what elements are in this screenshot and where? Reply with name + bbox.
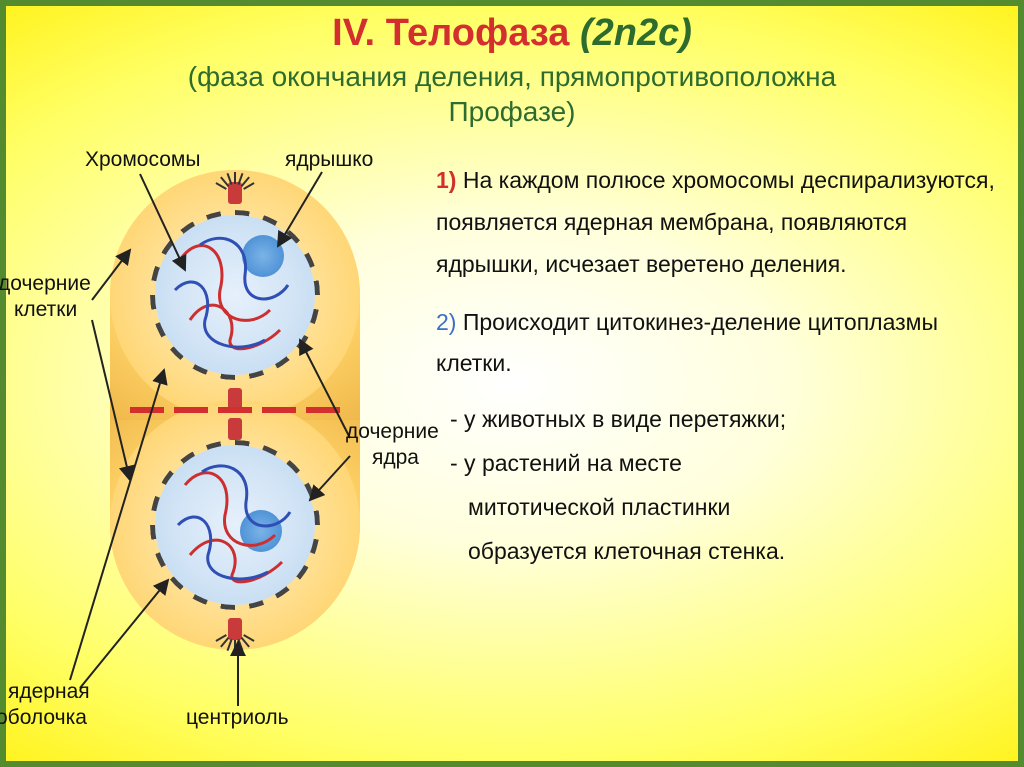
pointer-lines [0, 160, 430, 760]
point-2-text: Происходит цитокинез-деление цитоплазмы … [436, 309, 938, 377]
sub-3: митотической пластинки [436, 489, 1002, 527]
sub-2: - у растений на месте [436, 445, 1002, 483]
diagram-panel: Хромосомы ядрышко дочерние клетки дочерн… [0, 160, 430, 767]
sub-4: образуется клеточная стенка. [436, 533, 1002, 571]
sub-1: - у животных в виде перетяжки; [436, 401, 1002, 439]
point-1: 1) На каждом полюсе хромосомы деспирализ… [436, 160, 1002, 286]
label-nuclear-env-2: оболочка [0, 706, 87, 730]
label-daughter-nuclei-1: дочерние [346, 420, 439, 444]
title-roman: IV. [332, 12, 375, 54]
text-panel: 1) На каждом полюсе хромосомы деспирализ… [430, 160, 1024, 767]
title-formula: (2n2c) [580, 12, 692, 54]
point-1-num: 1) [436, 167, 456, 193]
label-nucleolus: ядрышко [285, 148, 373, 172]
point-2: 2) Происходит цитокинез-деление цитоплаз… [436, 302, 1002, 386]
title-name: Телофаза [386, 12, 570, 54]
subtitle: (фаза окончания деления, прямопротивопол… [0, 59, 1024, 129]
label-nuclear-env-1: ядерная [8, 680, 90, 704]
subtitle-line1: (фаза окончания деления, прямопротивопол… [0, 59, 1024, 94]
page-title: IV. Телофаза (2n2c) [0, 12, 1024, 55]
label-daughter-cells-1: дочерние [0, 272, 91, 296]
point-1-text: На каждом полюсе хромосомы деспирализуют… [436, 167, 995, 277]
label-daughter-cells-2: клетки [14, 298, 77, 322]
label-centriole: центриоль [186, 706, 289, 730]
subtitle-line2: Профазе) [0, 94, 1024, 129]
point-2-num: 2) [436, 309, 456, 335]
label-daughter-nuclei-2: ядра [372, 446, 419, 470]
label-chromosomes: Хромосомы [85, 148, 200, 172]
